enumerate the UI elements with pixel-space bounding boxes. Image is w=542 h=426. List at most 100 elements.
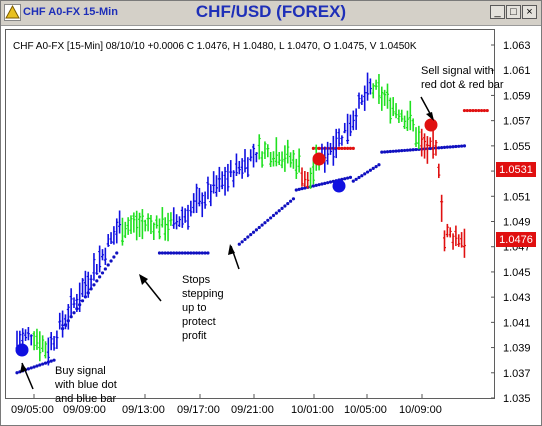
price-bar <box>434 139 438 156</box>
price-bar <box>232 170 236 188</box>
price-bar <box>423 133 427 159</box>
stop-dot <box>95 279 99 283</box>
stop-dot <box>271 213 276 218</box>
y-tick-label: 1.055 <box>503 141 531 153</box>
minimize-button[interactable]: _ <box>490 5 505 19</box>
stop-dot <box>477 108 481 113</box>
price-bar <box>149 214 153 235</box>
buy-label-line-1: Buy signal <box>55 365 106 377</box>
price-bar <box>52 335 56 351</box>
stops-label-line-2: stepping <box>182 288 224 300</box>
sell-arrow-head <box>426 112 434 121</box>
stop-dot <box>277 209 281 213</box>
last-price-tag-text: 1.0476 <box>499 234 533 246</box>
stop-dot <box>346 176 350 180</box>
stop-dot <box>260 223 264 227</box>
x-tick-label: 09/17:00 <box>177 404 220 416</box>
price-bar <box>138 212 142 238</box>
price-bar <box>252 143 256 168</box>
price-bar <box>326 141 330 165</box>
y-axis-labels: 1.0631.0611.0591.0571.0551.0531.0511.049… <box>491 40 531 405</box>
stop-dot <box>397 149 401 153</box>
price-bar <box>106 234 110 247</box>
stop-dot <box>246 235 250 239</box>
price-bar <box>351 110 355 131</box>
price-bar <box>400 109 404 122</box>
stop-dot <box>462 144 467 148</box>
stop-dot <box>374 164 378 169</box>
price-bar <box>146 213 150 232</box>
price-bar <box>331 135 335 166</box>
price-bar <box>443 230 446 252</box>
sell-signal-dot <box>312 152 326 166</box>
stop-dot <box>289 199 293 203</box>
stop-dot <box>112 255 116 259</box>
sell-label-line-2: red dot & red bar <box>421 79 504 91</box>
price-bar <box>357 92 361 109</box>
x-tick-label: 10/01:00 <box>291 404 334 416</box>
price-bar <box>340 135 344 146</box>
price-bar <box>226 163 230 192</box>
price-bar <box>217 166 221 192</box>
maximize-button[interactable]: □ <box>506 5 521 19</box>
x-tick-label: 10/09:00 <box>399 404 442 416</box>
price-bar <box>98 245 102 273</box>
x-axis-labels: 09/05:00 09/09:00 09/13:00 09/17:00 09/21:00… <box>11 394 442 416</box>
stop-dot <box>442 145 447 149</box>
price-bar <box>272 151 275 167</box>
stop-dot <box>351 146 355 150</box>
stop-dot <box>240 240 244 244</box>
stop-dot <box>468 108 472 113</box>
y-tick-label: 1.057 <box>503 116 531 128</box>
stop-dot <box>177 251 182 255</box>
price-bar <box>266 144 270 158</box>
plot-area[interactable] <box>5 29 495 399</box>
stop-dot <box>280 206 284 210</box>
price-bar <box>428 137 432 148</box>
stops-label-line-4: protect <box>182 316 216 328</box>
stop-dot <box>383 150 387 154</box>
stop-dot <box>363 172 367 176</box>
price-bar <box>297 148 301 173</box>
price-bar <box>414 127 418 147</box>
price-bar <box>457 234 461 247</box>
stops-label-line-3: up to <box>182 302 206 314</box>
x-tick-label: 09/09:00 <box>63 404 106 416</box>
stop-dot <box>485 108 489 113</box>
stop-dot <box>29 366 33 370</box>
close-button[interactable]: × <box>522 5 537 19</box>
stop-dot <box>371 166 375 171</box>
stop-dot <box>294 188 298 192</box>
stop-dot <box>249 233 253 237</box>
stop-dot <box>163 251 167 255</box>
price-bar <box>417 125 421 150</box>
price-bar <box>38 331 42 362</box>
stop-dot <box>348 175 353 179</box>
stop-dot <box>157 251 162 255</box>
stop-dot <box>343 146 347 150</box>
price-bar <box>354 108 358 130</box>
price-bar <box>420 128 424 157</box>
stops-label-line-1: Stops <box>182 274 211 286</box>
price-bar <box>177 216 181 227</box>
price-bar <box>346 113 350 145</box>
price-bar <box>89 274 93 288</box>
price-bar <box>109 232 113 244</box>
price-bar <box>135 210 139 241</box>
price-bar <box>120 217 124 246</box>
price-bar <box>35 328 39 350</box>
stop-dot <box>482 108 486 113</box>
y-tick-label: 1.035 <box>503 393 531 405</box>
y-tick-label: 1.037 <box>503 368 531 380</box>
price-bar <box>394 103 398 119</box>
price-bar <box>203 191 207 209</box>
stop-dot <box>274 211 278 215</box>
price-bar <box>229 160 233 178</box>
price-bar <box>223 166 227 196</box>
stop-dot <box>98 275 102 279</box>
title-bar[interactable]: CHF A0-FX 15-Min CHF/USD (FOREX) _ □ × <box>1 1 541 26</box>
price-bar <box>55 330 59 349</box>
stop-dot <box>286 201 290 206</box>
price-bar <box>132 212 136 233</box>
stop-dot <box>448 145 452 149</box>
